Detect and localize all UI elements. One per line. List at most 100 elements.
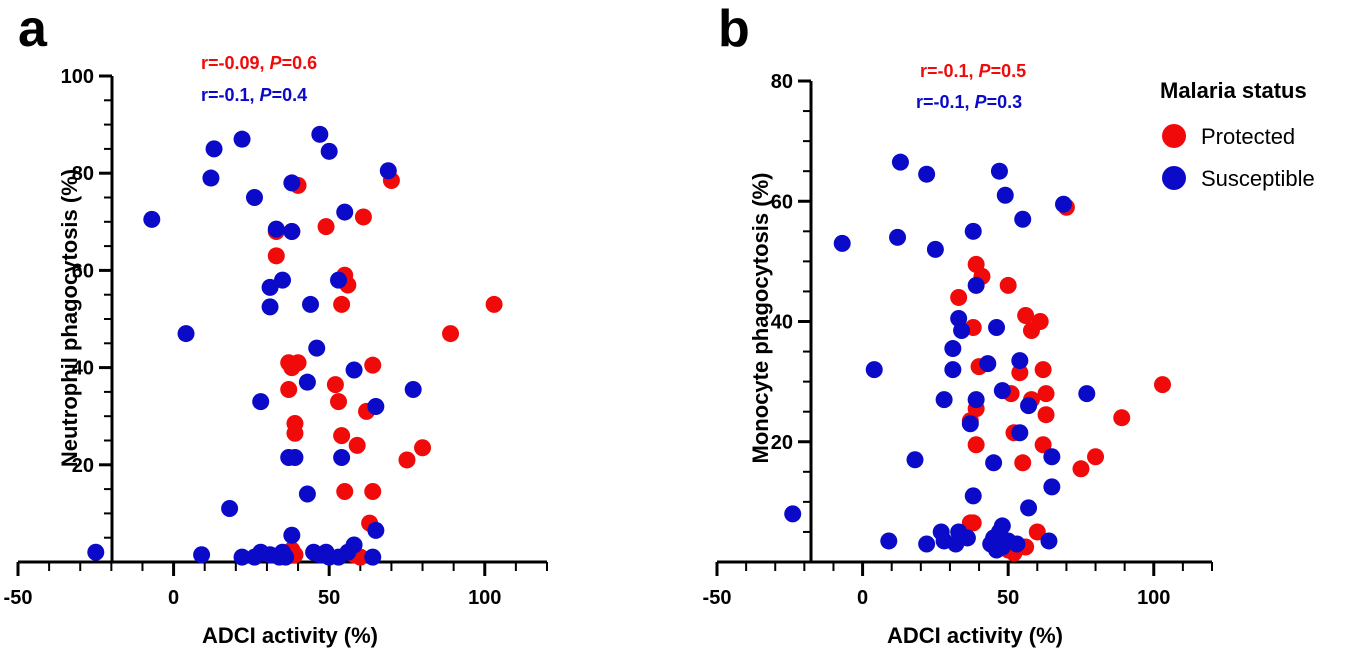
panel-a-y-tick-label: 20 [72, 455, 94, 477]
panel-b-protected-point [1037, 385, 1055, 403]
panel-a-protected-point [333, 427, 351, 445]
panel-a-protected-point [485, 295, 503, 313]
panel-a-susceptible-point [330, 271, 348, 289]
panel-b-susceptible-point [993, 517, 1011, 535]
panel-b-susceptible-point [1011, 352, 1029, 370]
panel-b-protected-stat: r=-0.1, P=0.5 [920, 61, 1026, 81]
panel-a-protected-stat: r=-0.09, P=0.6 [201, 53, 317, 73]
panel-a-susceptible-point [283, 223, 301, 241]
panel-a-susceptible-p-label: P [260, 85, 273, 105]
panel-a-susceptible-point [286, 449, 304, 467]
panel-a-letter: a [18, 0, 48, 58]
panel-b-protected-point [1017, 306, 1035, 324]
panel-a-protected-r: r=-0.09, [201, 53, 270, 73]
panel-a-susceptible-point [345, 361, 363, 379]
panel-b-susceptible-point [1043, 478, 1061, 496]
panel-a-susceptible-point [233, 130, 251, 148]
panel-b-susceptible-point [964, 487, 982, 505]
panel-b-protected-r: r=-0.1, [920, 61, 979, 81]
panel-b-susceptible-point [967, 391, 985, 409]
panel-b-protected-point [1154, 376, 1171, 394]
panel-b-susceptible-point [988, 319, 1006, 337]
panel-a-susceptible-p-value: =0.4 [272, 85, 308, 105]
panel-a-susceptible-point [364, 548, 382, 566]
panel-b-susceptible-point [996, 186, 1014, 204]
panel-a-y-tick-label: 60 [72, 260, 94, 282]
panel-b-susceptible-point [935, 391, 953, 409]
panel-b-susceptible-point [1078, 385, 1096, 403]
panel-a-susceptible-point [87, 543, 105, 561]
panel-a-protected-point [354, 208, 372, 226]
legend-protected-label: Protected [1201, 124, 1295, 149]
panel-a-protected-point [286, 424, 304, 442]
panel-b-susceptible-point [784, 505, 802, 523]
panel-a-protected-p-label: P [270, 53, 283, 73]
panel-a-protected-point [414, 439, 432, 457]
panel-b-susceptible-point [906, 451, 924, 469]
panel-b-susceptible-point [918, 165, 936, 183]
panel-b-susceptible-point [944, 340, 962, 358]
panel-b-protected-p-value: =0.5 [991, 61, 1027, 81]
panel-a-y-tick-label: 80 [72, 163, 94, 185]
panel-b-susceptible-p-label: P [975, 92, 988, 112]
panel-b-protected-point [1011, 364, 1029, 382]
panel-a-susceptible-point [252, 393, 270, 411]
panel-a-protected-p-value: =0.6 [282, 53, 318, 73]
panel-b-points [784, 153, 1171, 562]
panel-b-protected-point [1014, 454, 1032, 472]
panel-b-x-axis-title: ADCI activity (%) [887, 623, 1063, 648]
panel-a-susceptible-point [345, 536, 363, 554]
panel-b-susceptible-point [964, 222, 982, 240]
panel-b-protected-point [1113, 409, 1131, 427]
panel-a-susceptible-point [233, 548, 251, 566]
panel-a-susceptible-point [274, 271, 291, 289]
panel-a-susceptible-point [336, 203, 354, 221]
panel-a-susceptible-point [379, 162, 397, 180]
panel-b-susceptible-point [958, 529, 976, 547]
panel-b-susceptible-point [979, 355, 997, 373]
panel-b-susceptible-point [918, 535, 936, 553]
panel-a-protected-point [333, 295, 351, 313]
panel-a-susceptible-point [308, 339, 326, 357]
panel-b-susceptible-point [1020, 397, 1038, 415]
panel-a-susceptible-point [404, 380, 422, 398]
panel-a-protected-point [280, 380, 298, 398]
panel-b-susceptible-point [985, 454, 1003, 472]
panel-b-y-axis-title: Monocyte phagocytosis (%) [748, 173, 773, 464]
panel-a-x-tick-label: 0 [168, 587, 179, 609]
panel-a-protected-point [398, 451, 416, 469]
panel-a-susceptible-point [202, 169, 220, 187]
panel-a-x-tick-label: 50 [318, 587, 340, 609]
panel-a-protected-point [348, 436, 366, 454]
panel-a-protected-point [326, 376, 344, 394]
panel-a-y-tick-label: 100 [61, 66, 94, 88]
panel-a-protected-point [336, 483, 354, 501]
panel-b-susceptible-point [967, 276, 985, 294]
panel-b-protected-p-label: P [979, 61, 992, 81]
legend-title: Malaria status [1160, 78, 1307, 103]
panel-b-susceptible-point [944, 361, 962, 379]
panel-b-susceptible-point [865, 361, 883, 379]
panel-a-protected-point [267, 247, 285, 265]
panel-b-susceptible-point [1014, 210, 1032, 228]
panel-b-y-tick-label: 60 [771, 191, 793, 213]
panel-b-susceptible-point [1040, 532, 1058, 550]
panel-a-susceptible-point [277, 548, 295, 566]
panel-b: b -50 0 50 100 20 40 60 80 r=-0.1, P=0.5 r=-0.1… [703, 0, 1213, 648]
panel-a-susceptible-point [298, 373, 316, 391]
panel-a-protected-point [317, 218, 335, 236]
panel-a-protected-point [442, 325, 460, 343]
panel-b-axes: -50 0 50 100 20 40 60 80 [703, 71, 1213, 609]
panel-a-susceptible-point [143, 210, 161, 228]
panel-a-susceptible-point [193, 546, 211, 564]
panel-b-susceptible-point [1011, 424, 1029, 442]
panel-b-x-tick-label: 100 [1137, 587, 1170, 609]
panel-a-y-tick-label: 40 [72, 358, 94, 380]
panel-a-susceptible-point [320, 142, 338, 160]
panel-a-susceptible-point [245, 189, 263, 206]
panel-b-susceptible-point [1055, 195, 1072, 213]
panel-b-x-tick-label: 50 [997, 587, 1019, 609]
panel-b-susceptible-r: r=-0.1, [916, 92, 975, 112]
